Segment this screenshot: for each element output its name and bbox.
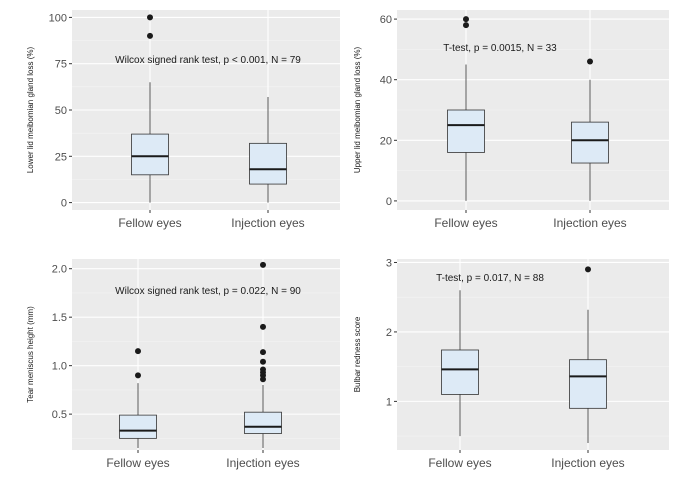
stat-annotation: T-test, p = 0.0015, N = 33 xyxy=(443,43,557,54)
y-tick-label: 2.0 xyxy=(52,264,67,276)
box-fellow-eyes xyxy=(441,290,479,437)
box-iqr xyxy=(447,109,485,153)
outlier-point xyxy=(147,32,153,39)
y-axis-label: Bulbar redness score xyxy=(353,316,362,392)
y-tick-label: 75 xyxy=(55,59,67,71)
y-tick-label: 25 xyxy=(55,151,67,163)
y-axis-label: Lower lid meibomian gland loss (%) xyxy=(26,47,35,174)
outlier-point xyxy=(260,358,266,365)
y-tick-label: 1 xyxy=(386,396,392,408)
stat-annotation: Wilcox signed rank test, p = 0.022, N = … xyxy=(115,286,301,297)
box-iqr xyxy=(244,411,282,434)
x-category-label: Injection eyes xyxy=(551,456,624,470)
outlier-point xyxy=(147,14,153,21)
box-iqr xyxy=(569,359,607,409)
panel-2: 0 20 40 60 Fellow eyes Injection eyes Upper li… xyxy=(353,10,669,230)
y-tick-label: 1.0 xyxy=(52,361,67,373)
box-iqr xyxy=(131,133,169,176)
y-tick-label: 0 xyxy=(386,196,392,208)
box-injection-eyes xyxy=(249,97,287,203)
y-tick-label: 2 xyxy=(386,327,392,339)
panel-4: 1 2 3 Fellow eyes Injection eyes Bulbar redne… xyxy=(353,257,669,470)
box-fellow-eyes xyxy=(131,14,169,203)
y-tick-label: 0.5 xyxy=(52,409,67,421)
y-axis-label: Tear meniscus height (mm) xyxy=(26,306,35,403)
x-category-label: Fellow eyes xyxy=(428,456,491,470)
panel-3: 0.5 1.0 1.5 2.0 Fellow eyes Injection eyes Tea… xyxy=(26,259,340,470)
y-tick-label: 20 xyxy=(380,135,392,147)
outlier-point xyxy=(260,261,266,268)
outlier-point xyxy=(260,366,266,373)
y-tick-label: 100 xyxy=(49,12,67,24)
box-iqr xyxy=(119,414,157,439)
box-fellow-eyes xyxy=(119,348,157,449)
y-tick-label: 3 xyxy=(386,257,392,269)
box-iqr xyxy=(571,121,609,164)
stat-annotation: Wilcox signed rank test, p < 0.001, N = … xyxy=(115,55,301,66)
x-category-label: Injection eyes xyxy=(231,216,304,230)
stat-annotation: T-test, p = 0.017, N = 88 xyxy=(436,273,544,284)
x-category-label: Fellow eyes xyxy=(118,216,181,230)
panel-background xyxy=(397,259,669,450)
x-category-label: Injection eyes xyxy=(553,216,626,230)
outlier-point xyxy=(463,16,469,23)
x-category-label: Fellow eyes xyxy=(106,456,169,470)
box-iqr xyxy=(441,349,479,395)
box-injection-eyes xyxy=(569,266,607,444)
y-tick-label: 50 xyxy=(55,105,67,117)
y-axis-label: Upper lid meibomian gland loss (%) xyxy=(353,47,362,174)
x-category-label: Fellow eyes xyxy=(434,216,497,230)
y-tick-label: 60 xyxy=(380,14,392,26)
box-injection-eyes xyxy=(571,58,609,201)
outlier-point xyxy=(260,323,266,330)
outlier-point xyxy=(587,58,593,65)
panel-1: 0 25 50 75 100 Fellow eyes Injection eyes Lower… xyxy=(26,10,340,230)
x-category-label: Injection eyes xyxy=(226,456,299,470)
outlier-point xyxy=(463,22,469,29)
box-iqr xyxy=(249,142,287,185)
box-fellow-eyes xyxy=(447,16,485,201)
y-tick-label: 1.5 xyxy=(52,312,67,324)
y-tick-label: 0 xyxy=(61,198,67,210)
box-injection-eyes xyxy=(244,261,282,449)
panel-background xyxy=(72,259,340,450)
outlier-point xyxy=(260,349,266,356)
outlier-point xyxy=(135,372,141,379)
y-tick-label: 40 xyxy=(380,75,392,87)
outlier-point xyxy=(585,266,591,273)
outlier-point xyxy=(135,348,141,355)
